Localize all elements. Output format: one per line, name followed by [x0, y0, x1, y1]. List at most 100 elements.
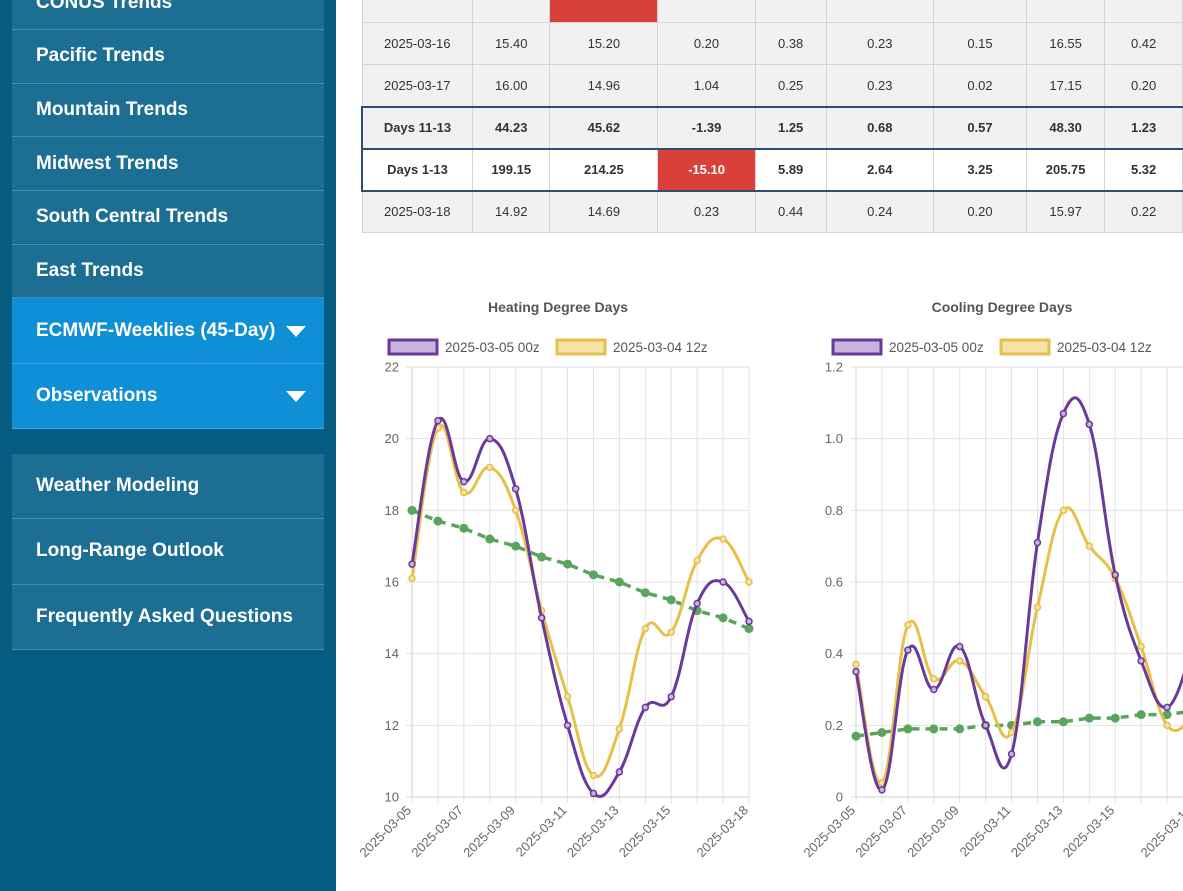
- data-point-normal: [718, 613, 728, 623]
- data-point-normal: [692, 606, 702, 616]
- y-tick-label: 14: [385, 646, 399, 661]
- sidebar-item-east-trends[interactable]: East Trends: [12, 244, 324, 299]
- data-point-old: [955, 657, 964, 665]
- x-tick-label: 2025-03-11: [957, 803, 1014, 860]
- table-cell: 14.96: [549, 64, 659, 107]
- data-point-old: [930, 675, 938, 683]
- sidebar-item-label: Weather Modeling: [36, 475, 200, 497]
- data-point-new: [1163, 703, 1171, 712]
- table-cell: 0.23: [825, 22, 934, 65]
- table-cell: 205.75: [1025, 147, 1106, 192]
- data-point-new: [589, 789, 598, 798]
- x-tick-label: 2025-03-05: [800, 803, 858, 861]
- table-cell: 2025-03-17: [361, 64, 474, 107]
- data-point-old: [641, 624, 650, 633]
- x-tick-label: 2025-03-15: [1060, 803, 1118, 861]
- data-point-old: [745, 578, 753, 586]
- data-point-new: [511, 485, 520, 493]
- y-tick-label: 1.0: [825, 431, 843, 446]
- table-cell: 0.38: [754, 22, 827, 65]
- data-point-normal: [640, 588, 650, 598]
- data-point-normal: [433, 516, 443, 526]
- sidebar-item-pacific-trends[interactable]: Pacific Trends: [12, 30, 324, 84]
- cdd-chart: Cooling Degree Days 2025-03-05 00z 2025-03…: [800, 299, 1183, 860]
- table-cell: 0.02: [932, 64, 1027, 107]
- table-cell: 0.24: [825, 190, 934, 233]
- data-point-old: [563, 692, 572, 701]
- legend-swatch: [555, 338, 607, 356]
- table-cell: [1104, 0, 1183, 23]
- x-tick-label: 2025-03-05: [356, 803, 414, 861]
- sidebar-item-conus-trends[interactable]: CONUS Trends: [12, 0, 324, 30]
- sidebar-item-label: ECMWF-Weeklies (45-Day): [36, 319, 276, 341]
- data-point-normal: [903, 724, 913, 734]
- table-cell: 0.15: [932, 22, 1027, 65]
- table-cell: 199.15: [472, 147, 551, 192]
- sidebar: CONUS Trends Pacific Trends Mountain Tre…: [0, 0, 336, 891]
- table-cell: -15.10: [657, 147, 756, 192]
- table-cell: 0.20: [932, 190, 1027, 233]
- sidebar-item-mountain-trends[interactable]: Mountain Trends: [12, 83, 324, 138]
- chart-title: Heating Degree Days: [488, 299, 628, 315]
- data-point-new: [981, 721, 990, 730]
- sidebar-item-long-range-outlook[interactable]: Long-Range Outlook: [12, 519, 324, 585]
- table-cell: 214.25: [549, 147, 659, 192]
- data-point-old: [615, 725, 624, 733]
- x-tick-label: 2025-03-13: [564, 803, 622, 861]
- table-row: [361, 0, 1183, 23]
- sidebar-item-label: Mountain Trends: [36, 99, 188, 121]
- sidebar-item-label: CONUS Trends: [36, 0, 173, 13]
- legend-swatch: [831, 338, 883, 356]
- data-point-normal: [666, 595, 676, 605]
- data-point-new: [667, 692, 675, 701]
- data-point-normal: [537, 552, 547, 562]
- data-point-new: [955, 642, 964, 651]
- data-point-new: [1059, 409, 1068, 418]
- table-cell: [754, 0, 827, 23]
- data-point-new: [1137, 657, 1145, 665]
- table-cell: 5.32: [1104, 147, 1183, 192]
- sidebar-item-midwest-trends[interactable]: Midwest Trends: [12, 137, 324, 192]
- y-tick-label: 10: [385, 790, 399, 805]
- data-point-normal: [407, 505, 417, 515]
- table-cell: -1.39: [657, 105, 756, 150]
- table-cell: 1.25: [754, 105, 827, 150]
- table-cell: [825, 0, 934, 23]
- x-tick-label: 2025-03-07: [408, 803, 466, 861]
- sidebar-item-weather-modeling[interactable]: Weather Modeling: [12, 454, 324, 520]
- sidebar-item-ecmwf-weeklies[interactable]: ECMWF-Weeklies (45-Day): [12, 298, 324, 364]
- data-point-new: [1007, 750, 1016, 758]
- y-tick-label: 0.4: [825, 646, 843, 661]
- sidebar-item-label: Midwest Trends: [36, 152, 179, 174]
- data-point-old: [1137, 642, 1145, 651]
- series-line-old: [410, 423, 751, 778]
- data-point-normal: [1110, 713, 1120, 723]
- sidebar-item-label: Observations: [36, 385, 158, 407]
- data-point-new: [1085, 420, 1094, 429]
- data-point-old: [1085, 542, 1094, 550]
- table-cell: 0.44: [754, 190, 827, 233]
- table-cell: 0.68: [825, 105, 934, 150]
- sidebar-item-label: Frequently Asked Questions: [36, 605, 293, 627]
- table-cell: [549, 0, 659, 23]
- caret-down-icon: [286, 325, 306, 337]
- hdd-chart: Heating Degree Days 2025-03-05 00z 2025-03…: [356, 299, 754, 861]
- sidebar-item-observations[interactable]: Observations: [12, 363, 324, 430]
- sidebar-item-south-central-trends[interactable]: South Central Trends: [12, 191, 324, 245]
- y-tick-label: 0.2: [825, 718, 843, 733]
- sidebar-item-label: Long-Range Outlook: [36, 540, 224, 562]
- data-point-new: [537, 614, 546, 622]
- table-cell: [361, 0, 474, 23]
- data-point-old: [486, 463, 494, 472]
- data-point-new: [408, 560, 416, 568]
- sidebar-item-faq[interactable]: Frequently Asked Questions: [12, 584, 324, 650]
- data-point-normal: [1032, 717, 1042, 727]
- data-point-old: [1111, 574, 1119, 583]
- data-point-normal: [485, 534, 495, 544]
- table-cell: 17.15: [1025, 64, 1106, 107]
- data-point-new: [878, 786, 886, 794]
- data-point-old: [460, 488, 468, 497]
- table-cell: 14.92: [472, 190, 551, 233]
- series-line-normal: [411, 508, 750, 631]
- data-point-new: [719, 578, 727, 586]
